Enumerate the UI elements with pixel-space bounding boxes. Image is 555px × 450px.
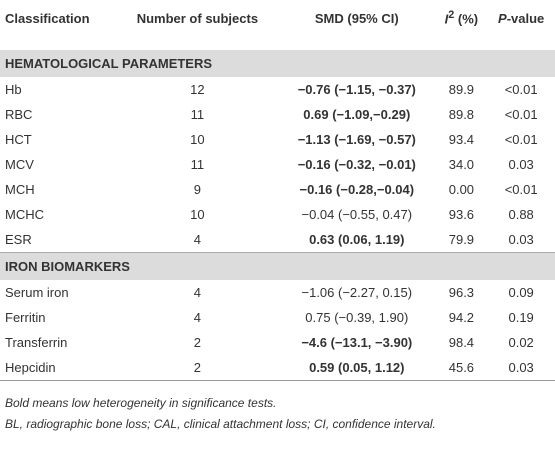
footnotes: Bold means low heterogeneity in signific… — [0, 381, 555, 435]
data-row: ESR 4 0.63 (0.06, 1.19) 79.9 0.03 — [0, 227, 555, 253]
cell: 0.63 (0.06, 1.19) — [309, 232, 405, 247]
cell: 89.8 — [448, 107, 475, 122]
data-row: Hepcidin 2 0.59 (0.05, 1.12) 45.6 0.03 — [0, 355, 555, 381]
cell: Ferritin — [5, 310, 46, 325]
cell: 2 — [193, 335, 201, 350]
section-row: IRON BIOMARKERS — [0, 252, 555, 280]
cell: Serum iron — [5, 285, 69, 300]
cell: 12 — [190, 82, 205, 97]
section-row: HEMATOLOGICAL PARAMETERS — [0, 36, 555, 77]
cell: 98.4 — [448, 335, 475, 350]
cell: −0.04 (−0.55, 0.47) — [301, 207, 413, 222]
cell: 93.6 — [448, 207, 475, 222]
cell: 0.69 (−1.09,−0.29) — [303, 107, 411, 122]
cell: 0.02 — [508, 335, 534, 350]
header-symbol: P — [498, 10, 507, 26]
data-row: Transferrin 2 −4.6 (−13.1, −3.90) 98.4 0.02 — [0, 330, 555, 355]
data-row: MCHC 10 −0.04 (−0.55, 0.47) 93.6 0.88 — [0, 202, 555, 227]
cell: 34.0 — [448, 157, 475, 172]
cell: −1.06 (−2.27, 0.15) — [301, 285, 413, 300]
cell: Transferrin — [5, 335, 68, 350]
footnote: BL, radiographic bone loss; CAL, clinica… — [5, 417, 436, 431]
cell: −0.76 (−1.15, −0.37) — [297, 82, 416, 97]
page: Classification Number of subjects SMD (95%… — [0, 0, 555, 435]
data-row: MCH 9 −0.16 (−0.28,−0.04) 0.00 <0.01 — [0, 177, 555, 202]
data-row: Ferritin 4 0.75 (−0.39, 1.90) 94.2 0.19 — [0, 305, 555, 330]
section-title: HEMATOLOGICAL PARAMETERS — [0, 36, 555, 77]
cell: Hb — [5, 82, 22, 97]
cell: 10 — [190, 207, 205, 222]
cell: −1.13 (−1.69, −0.57) — [297, 132, 416, 147]
cell: 9 — [193, 182, 201, 197]
column-header: Classification — [0, 0, 117, 44]
cell: 11 — [190, 107, 205, 122]
cell: −0.16 (−0.32, −0.01) — [297, 157, 416, 172]
cell: <0.01 — [504, 182, 538, 197]
cell: MCHC — [5, 207, 44, 222]
cell: 4 — [193, 232, 201, 247]
cell: 4 — [193, 285, 201, 300]
data-row: Serum iron 4 −1.06 (−2.27, 0.15) 96.3 0.09 — [0, 280, 555, 305]
data-row: MCV 11 −0.16 (−0.32, −0.01) 34.0 0.03 — [0, 152, 555, 177]
cell: 0.09 — [508, 285, 534, 300]
cell: 94.2 — [448, 310, 475, 325]
cell: 4 — [193, 310, 201, 325]
column-header: P-value — [487, 0, 555, 44]
data-row: Hb 12 −0.76 (−1.15, −0.37) 89.9 <0.01 — [0, 77, 555, 102]
cell: 0.03 — [508, 157, 534, 172]
cell: −0.16 (−0.28,−0.04) — [299, 182, 415, 197]
header-symbol: I — [444, 11, 449, 27]
cell: ESR — [5, 232, 32, 247]
section-title: IRON BIOMARKERS — [0, 252, 555, 280]
data-table: Classification Number of subjects SMD (95%… — [0, 0, 555, 381]
header-superscript: 2 — [448, 9, 455, 22]
cell: 0.19 — [508, 310, 534, 325]
cell: 96.3 — [448, 285, 475, 300]
cell: <0.01 — [504, 132, 538, 147]
cell: 10 — [190, 132, 205, 147]
cell: 0.75 (−0.39, 1.90) — [305, 310, 409, 325]
cell: 0.03 — [508, 232, 534, 247]
cell: 0.88 — [508, 207, 534, 222]
cell: 0.00 — [448, 182, 475, 197]
header-unit: -value — [506, 10, 545, 26]
cell: 93.4 — [448, 132, 475, 147]
cell: 89.9 — [448, 82, 475, 97]
header-unit: (%) — [454, 11, 479, 27]
cell: <0.01 — [504, 82, 538, 97]
cell: 79.9 — [448, 232, 475, 247]
column-header: Number of subjects — [116, 0, 279, 44]
cell: MCV — [5, 157, 34, 172]
data-row: RBC 11 0.69 (−1.09,−0.29) 89.8 <0.01 — [0, 102, 555, 127]
cell: <0.01 — [504, 107, 538, 122]
cell: 2 — [116, 355, 279, 381]
cell: 0.03 — [487, 355, 555, 381]
cell: RBC — [5, 107, 33, 122]
cell: MCH — [5, 182, 35, 197]
footnote: Bold means low heterogeneity in signific… — [5, 396, 277, 410]
cell: 11 — [190, 157, 205, 172]
header-row: Classification Number of subjects SMD (95%… — [0, 0, 555, 44]
column-header: I2 (%) — [435, 0, 488, 44]
cell: 0.59 (0.05, 1.12) — [278, 355, 436, 381]
data-row: HCT 10 −1.13 (−1.69, −0.57) 93.4 <0.01 — [0, 127, 555, 152]
cell: −4.6 (−13.1, −3.90) — [301, 335, 413, 350]
cell: 45.6 — [435, 355, 488, 381]
cell: Hepcidin — [0, 355, 117, 381]
column-header: SMD (95% CI) — [278, 0, 436, 44]
cell: HCT — [5, 132, 32, 147]
